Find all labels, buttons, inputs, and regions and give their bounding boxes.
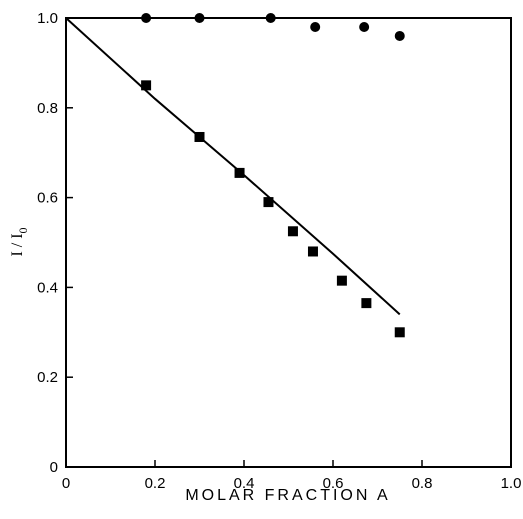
x-tick-label: 0.4 [234,475,255,492]
y-axis-title-main: I / I [9,233,26,256]
circle-point [394,30,405,41]
square-point [287,226,298,237]
square-point [336,275,347,286]
svg-text:I / I0: I / I0 [9,227,30,256]
x-tick-label: 0.2 [145,475,166,492]
y-tick-label: 1.0 [37,10,58,27]
square-point [234,167,245,178]
y-tick-label: 0.6 [37,190,58,207]
y-axis-title: I / I0 [9,227,30,256]
fit-layer [65,17,401,316]
circle-point [194,13,205,23]
markers [141,13,405,338]
square-point [307,246,318,257]
y-tick-label: 0.2 [37,369,58,386]
x-axis-title: MOLAR FRACTION A [185,487,390,504]
square-point [263,197,274,208]
x-tick-label: 0.8 [412,475,433,492]
y-tick-label: 0.8 [37,100,58,117]
x-tick-label: 0.6 [323,475,344,492]
y-axis-title-subscript: 0 [16,227,30,233]
y-tick-label: 0.4 [37,279,58,296]
y-tick-label: 0 [50,459,58,476]
x-tick-label: 0 [62,475,70,492]
tick-labels: 0 0.2 0.4 0.6 0.8 1.0 0 0.2 0.4 0.6 0.8 1.0 [37,10,521,492]
fit-line [65,17,401,316]
circle-point [359,21,370,32]
square-point [394,327,405,338]
circle-point [265,13,276,23]
square-point [141,80,152,91]
circle-point [141,13,152,23]
square-point [194,131,205,142]
plot-frame [65,17,512,468]
square-point [361,298,372,309]
ticks [65,17,512,468]
circle-point [310,21,321,32]
x-tick-label: 1.0 [501,475,522,492]
